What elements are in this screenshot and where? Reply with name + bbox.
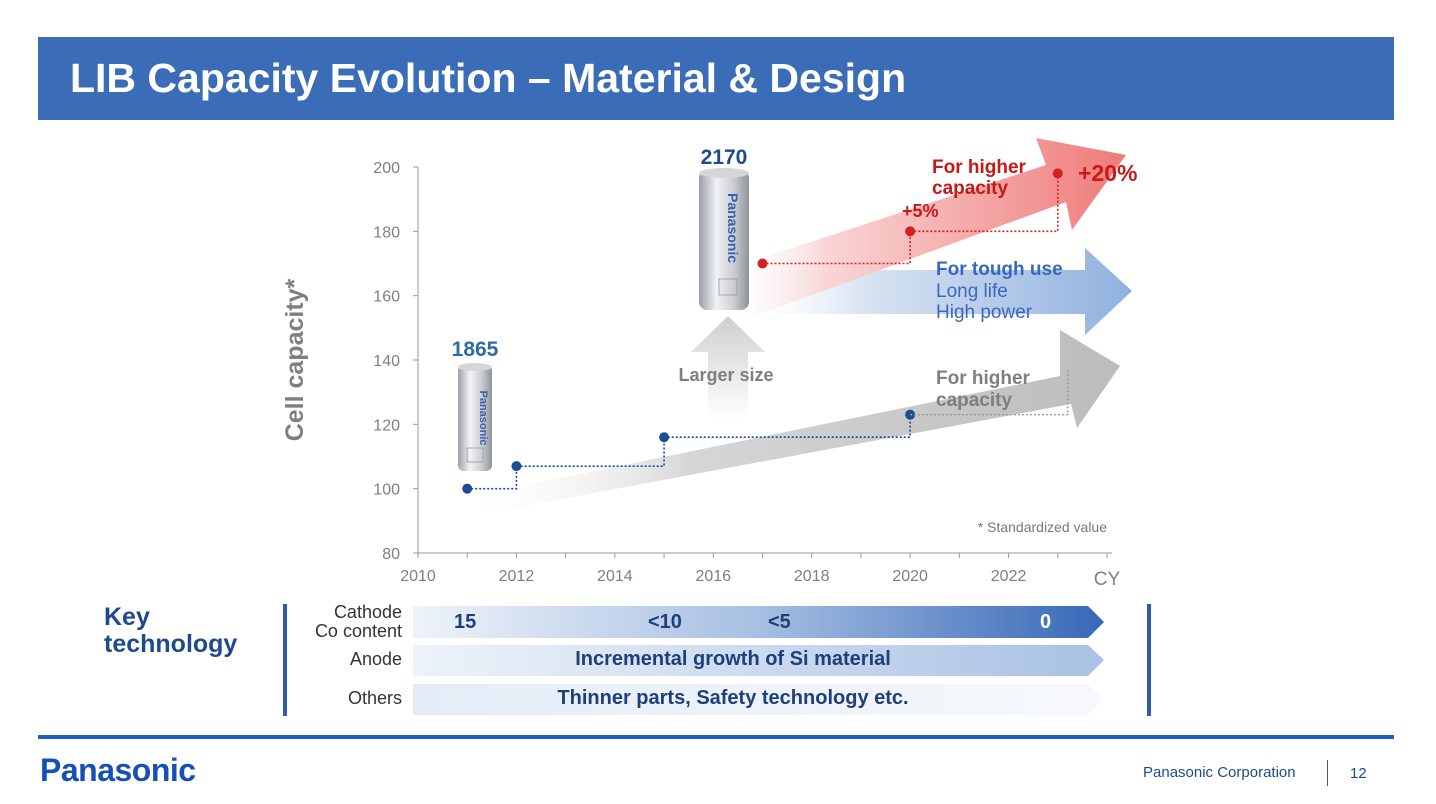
gray-arrow-label-line2: capacity <box>936 390 1012 411</box>
y-axis-label: Cell capacity* <box>281 278 309 441</box>
footnote: * Standardized value <box>978 519 1107 535</box>
blue-arrow-line2: High power <box>936 302 1033 323</box>
leader-lines <box>910 370 1069 416</box>
cell-1865-label: 1865 <box>452 338 499 361</box>
x-tick-label: 2022 <box>991 568 1027 585</box>
blue-arrow-line1: Long life <box>936 281 1008 302</box>
x-tick-label: 2014 <box>597 568 633 585</box>
series-0-point <box>462 483 473 494</box>
y-tick-label: 180 <box>373 224 400 241</box>
company-name: Panasonic Corporation <box>1143 764 1296 781</box>
x-tick-label: 2016 <box>695 568 731 585</box>
x-axis-label: CY <box>1094 569 1121 590</box>
y-tick-label: 100 <box>373 482 400 499</box>
right-divider <box>1147 604 1151 716</box>
series-1-point <box>1052 168 1063 179</box>
co-content-value-1: 15 <box>454 611 477 633</box>
slide-title: LIB Capacity Evolution – Material & Desi… <box>70 55 907 101</box>
key-technology-line2: technology <box>104 630 238 658</box>
svg-text:Panasonic: Panasonic <box>725 193 741 263</box>
row-label-cathode: Cathode Co content <box>262 603 402 641</box>
gray-arrow-label-line1: For higher <box>936 368 1031 389</box>
title-bar: LIB Capacity Evolution – Material & Desi… <box>38 37 1394 120</box>
series-0-point <box>511 461 522 472</box>
footer-separator <box>1327 760 1328 786</box>
gray-label-leader <box>910 370 1069 416</box>
red-trend-arrow <box>725 138 1126 326</box>
co-content-value-4: 0 <box>1040 611 1052 633</box>
footer-line <box>38 735 1394 739</box>
data-markers <box>462 168 1063 494</box>
cell-2170-image: Panasonic <box>699 168 749 310</box>
panasonic-logo: Panasonic <box>40 752 196 788</box>
anode-bar <box>413 645 1104 676</box>
x-tick-label: 2018 <box>794 568 830 585</box>
others-bar <box>413 684 1104 715</box>
series-1-point <box>757 258 768 269</box>
step-lines <box>467 173 1059 490</box>
cathode-bar <box>413 606 1104 638</box>
series-0-point <box>659 432 670 443</box>
page-number: 12 <box>1350 765 1367 782</box>
blue-arrow-title: For tough use <box>936 259 1063 280</box>
red-arrow-label-line2: capacity <box>932 178 1008 199</box>
red-arrow-label-line1: For higher <box>932 157 1027 178</box>
key-technology-title: Key technology <box>104 604 274 658</box>
others-text: Thinner parts, Safety technology etc. <box>557 687 909 709</box>
key-technology-line1: Key <box>104 603 150 631</box>
co-content-value-3: <5 <box>768 611 791 633</box>
chart-axes: 80 100 120 140 160 180 200 2010 2012 2014 2016 2018… <box>373 160 1112 585</box>
anode-text: Incremental growth of Si material <box>575 648 891 670</box>
left-divider <box>283 604 287 716</box>
x-tick-label: 2012 <box>499 568 535 585</box>
row-label-anode: Anode <box>349 649 402 669</box>
blue-trend-arrow <box>740 248 1132 335</box>
y-tick-label: 140 <box>373 353 400 370</box>
x-tick-label: 2010 <box>400 568 436 585</box>
cell-1865-image: Panasonic <box>458 363 492 471</box>
plus20-label: +20% <box>1078 160 1137 186</box>
gray-trend-arrow <box>462 330 1120 516</box>
cell-2170-label: 2170 <box>701 146 748 169</box>
row-label-cathode-line2: Co content <box>314 621 402 641</box>
y-tick-label: 160 <box>373 289 400 306</box>
row-label-cathode-line1: Cathode <box>333 602 402 622</box>
series-0-step-line <box>467 414 911 490</box>
plus5-label: +5% <box>902 201 939 221</box>
svg-text:Panasonic: Panasonic <box>477 390 489 445</box>
series-1-point <box>905 226 916 237</box>
co-content-value-2: <10 <box>648 611 682 633</box>
y-tick-label: 120 <box>373 417 400 434</box>
larger-size-label: Larger size <box>678 365 773 385</box>
x-tick-label: 2020 <box>892 568 928 585</box>
larger-size-arrow <box>691 316 765 420</box>
y-tick-label: 200 <box>373 160 400 177</box>
row-label-others: Others <box>347 688 402 708</box>
y-tick-label: 80 <box>382 546 400 563</box>
